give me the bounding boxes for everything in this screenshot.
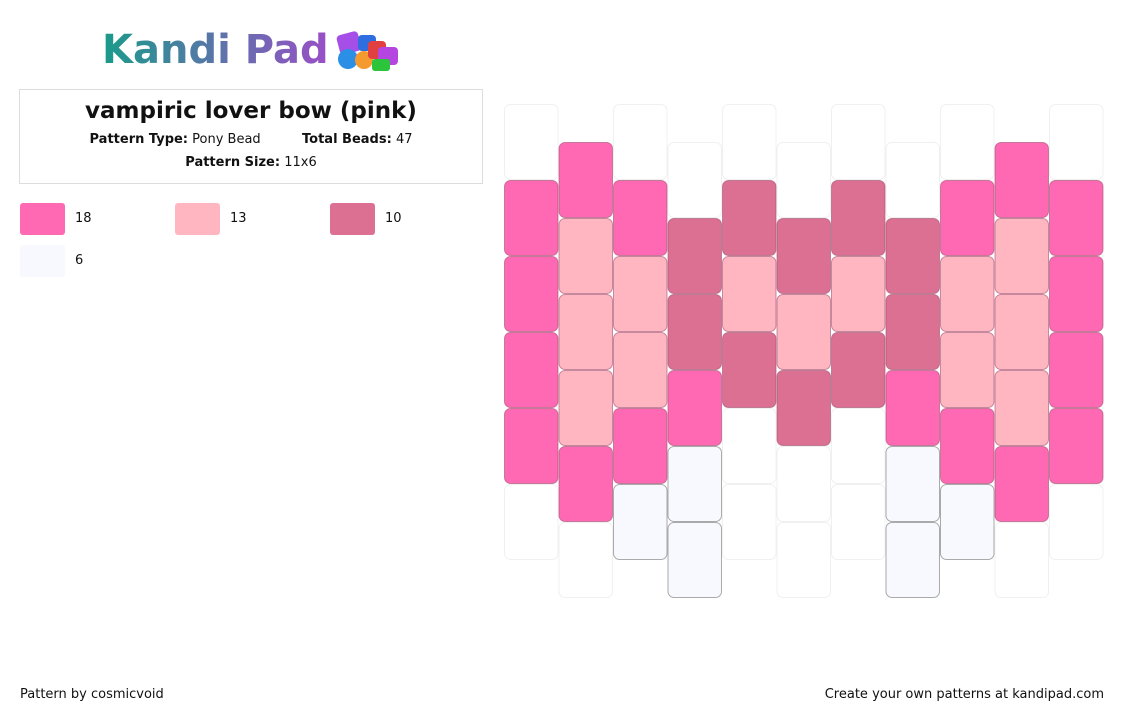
bead bbox=[1049, 332, 1104, 408]
bead bbox=[776, 218, 831, 294]
bead bbox=[831, 180, 886, 256]
promo: Create your own patterns at kandipad.com bbox=[824, 687, 1104, 702]
bead bbox=[994, 218, 1049, 294]
empty-cell bbox=[722, 408, 777, 484]
swatch bbox=[20, 245, 65, 277]
bead bbox=[940, 332, 995, 408]
empty-cell bbox=[558, 522, 613, 598]
swatch bbox=[175, 203, 220, 235]
bead bbox=[776, 370, 831, 446]
bead bbox=[613, 332, 668, 408]
count: 6 bbox=[75, 253, 84, 268]
bead bbox=[613, 256, 668, 332]
bead bbox=[885, 522, 940, 598]
bead bbox=[885, 294, 940, 370]
empty-cell bbox=[831, 484, 886, 560]
empty-cell bbox=[504, 484, 559, 560]
bead bbox=[558, 370, 613, 446]
count: 10 bbox=[385, 211, 402, 226]
meta-row: Pattern Type: Pony Bead Total Beads: 47 bbox=[20, 132, 482, 147]
bead bbox=[667, 522, 722, 598]
empty-cell bbox=[667, 142, 722, 218]
empty-cell bbox=[994, 522, 1049, 598]
header: vampiric lover bow (pink) Pattern Type: … bbox=[19, 89, 483, 184]
count: 18 bbox=[75, 211, 92, 226]
bead bbox=[940, 408, 995, 484]
title: vampiric lover bow (pink) bbox=[85, 98, 417, 124]
empty-cell bbox=[776, 142, 831, 218]
bead bbox=[885, 370, 940, 446]
logo-text: Kandi Pad bbox=[102, 27, 329, 73]
empty-cell bbox=[885, 142, 940, 218]
bead bbox=[667, 294, 722, 370]
empty-cell bbox=[504, 104, 559, 180]
bead bbox=[1049, 256, 1104, 332]
bead bbox=[667, 218, 722, 294]
bead bbox=[994, 294, 1049, 370]
bead bbox=[885, 218, 940, 294]
empty-cell bbox=[1049, 484, 1104, 560]
bead bbox=[722, 180, 777, 256]
empty-cell bbox=[940, 104, 995, 180]
bead bbox=[558, 446, 613, 522]
value: Pony Bead bbox=[192, 132, 261, 147]
bead bbox=[558, 218, 613, 294]
bead bbox=[994, 370, 1049, 446]
meta-row: Pattern Size: 11x6 bbox=[20, 155, 482, 170]
bead bbox=[504, 408, 559, 484]
bead bbox=[831, 256, 886, 332]
value: 11x6 bbox=[284, 155, 317, 170]
swatch bbox=[20, 203, 65, 235]
bead bbox=[558, 142, 613, 218]
empty-cell bbox=[613, 104, 668, 180]
bead bbox=[940, 256, 995, 332]
bead bbox=[504, 332, 559, 408]
bead bbox=[667, 446, 722, 522]
bead bbox=[994, 446, 1049, 522]
bead bbox=[885, 446, 940, 522]
bead bbox=[504, 180, 559, 256]
bead bbox=[994, 142, 1049, 218]
empty-cell bbox=[776, 522, 831, 598]
bead bbox=[722, 256, 777, 332]
count: 13 bbox=[230, 211, 247, 226]
label: Pattern Size: bbox=[185, 155, 281, 170]
credit: Pattern by cosmicvoid bbox=[20, 687, 164, 702]
label: Pattern Type: bbox=[89, 132, 189, 147]
bead bbox=[558, 294, 613, 370]
empty-cell bbox=[722, 484, 777, 560]
bead bbox=[1049, 180, 1104, 256]
swatch bbox=[330, 203, 375, 235]
bead bbox=[940, 180, 995, 256]
bead bbox=[667, 370, 722, 446]
bead bbox=[776, 294, 831, 370]
label: Total Beads: bbox=[302, 132, 392, 147]
empty-cell bbox=[776, 446, 831, 522]
bead bbox=[722, 332, 777, 408]
bead bbox=[613, 484, 668, 560]
empty-cell bbox=[722, 104, 777, 180]
bead-grid bbox=[504, 104, 1104, 598]
bead bbox=[831, 332, 886, 408]
bead bbox=[1049, 408, 1104, 484]
bead bbox=[613, 180, 668, 256]
bead bbox=[940, 484, 995, 560]
logo: Kandi Pad bbox=[102, 27, 398, 73]
empty-cell bbox=[1049, 104, 1104, 180]
empty-cell bbox=[831, 408, 886, 484]
bead bbox=[613, 408, 668, 484]
empty-cell bbox=[831, 104, 886, 180]
bead bbox=[504, 256, 559, 332]
value: 47 bbox=[395, 132, 413, 147]
